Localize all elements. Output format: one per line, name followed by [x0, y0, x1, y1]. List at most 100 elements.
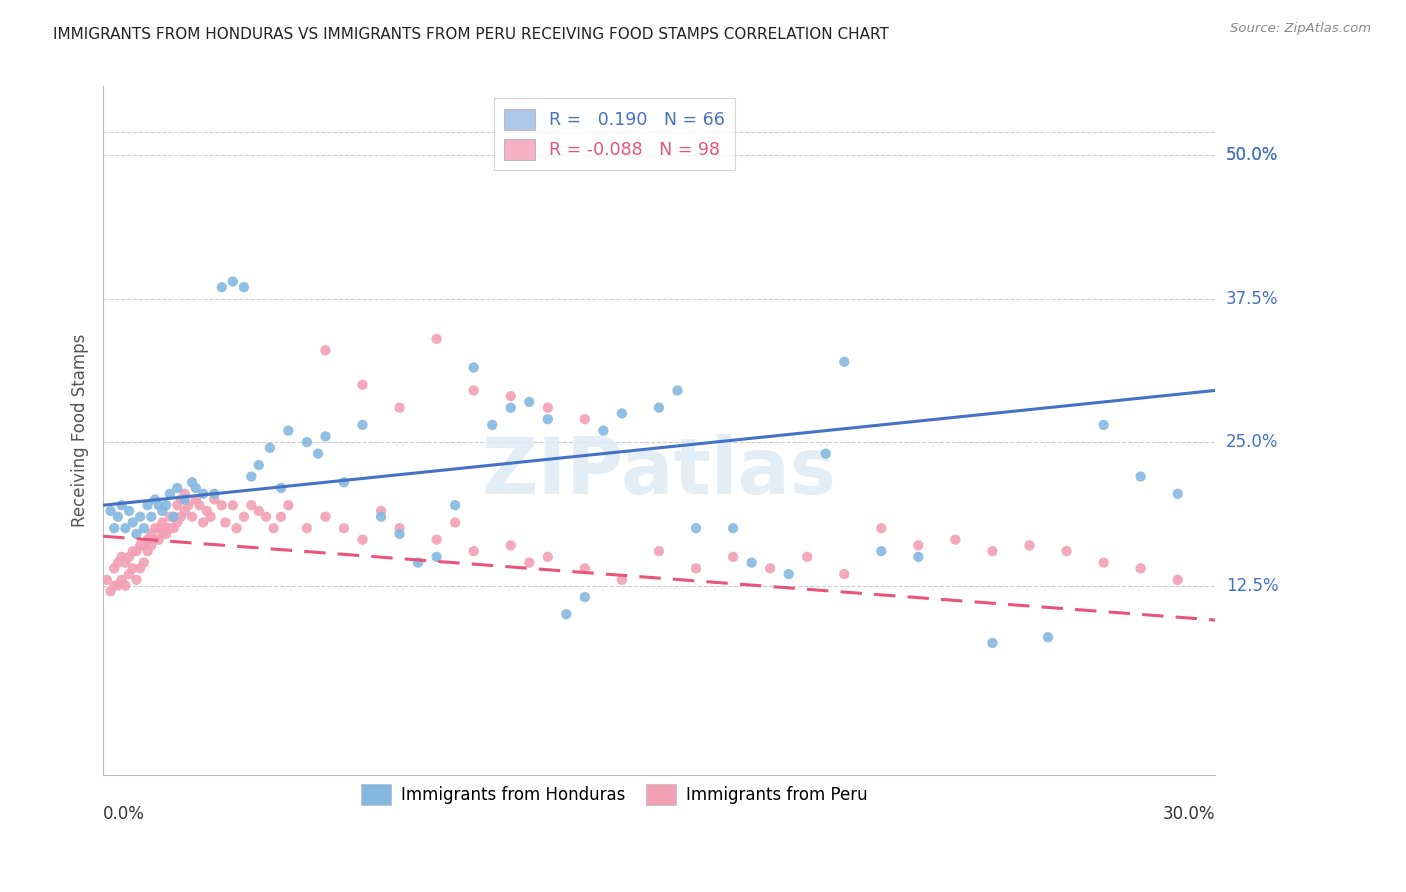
Point — [814, 447, 837, 461]
Point — [111, 573, 134, 587]
Point — [314, 343, 336, 358]
Point — [211, 498, 233, 512]
Point — [666, 384, 689, 398]
Point — [225, 521, 247, 535]
Point — [832, 567, 855, 582]
Point — [143, 533, 166, 547]
Point — [333, 521, 356, 535]
Point — [778, 567, 800, 582]
Point — [517, 395, 540, 409]
Point — [166, 498, 188, 512]
Text: Source: ZipAtlas.com: Source: ZipAtlas.com — [1230, 22, 1371, 36]
Point — [195, 504, 218, 518]
Point — [141, 509, 163, 524]
Point — [121, 544, 143, 558]
Point — [103, 561, 125, 575]
Point — [152, 516, 174, 530]
Point — [129, 509, 152, 524]
Point — [211, 280, 233, 294]
Point — [537, 549, 560, 564]
Text: 12.5%: 12.5% — [1226, 576, 1278, 595]
Point — [162, 509, 184, 524]
Point — [1167, 573, 1189, 587]
Point — [193, 487, 215, 501]
Point — [277, 424, 299, 438]
Point — [162, 521, 184, 535]
Point — [945, 533, 967, 547]
Point — [181, 475, 204, 490]
Point — [240, 498, 263, 512]
Text: 50.0%: 50.0% — [1226, 146, 1278, 164]
Point — [114, 521, 136, 535]
Point — [118, 504, 141, 518]
Point — [141, 538, 163, 552]
Point — [352, 533, 374, 547]
Point — [132, 521, 155, 535]
Point — [481, 417, 503, 432]
Point — [314, 509, 336, 524]
Point — [1036, 630, 1059, 644]
Point — [1092, 556, 1115, 570]
Point — [685, 561, 707, 575]
Point — [247, 458, 270, 472]
Point — [370, 504, 392, 518]
Point — [170, 509, 193, 524]
Y-axis label: Receiving Food Stamps: Receiving Food Stamps — [72, 334, 89, 527]
Text: 30.0%: 30.0% — [1163, 805, 1215, 823]
Point — [118, 567, 141, 582]
Point — [107, 509, 129, 524]
Point — [832, 355, 855, 369]
Point — [111, 549, 134, 564]
Point — [388, 401, 411, 415]
Point — [277, 498, 299, 512]
Point — [426, 533, 449, 547]
Point — [741, 556, 763, 570]
Point — [121, 561, 143, 575]
Point — [426, 549, 449, 564]
Point — [537, 401, 560, 415]
Point — [114, 556, 136, 570]
Point — [159, 521, 181, 535]
Point — [107, 578, 129, 592]
Point — [184, 481, 207, 495]
Point — [148, 533, 170, 547]
Point — [129, 538, 152, 552]
Point — [295, 521, 318, 535]
Point — [981, 636, 1004, 650]
Point — [125, 527, 148, 541]
Point — [96, 573, 118, 587]
Point — [184, 492, 207, 507]
Point — [155, 527, 177, 541]
Point — [143, 492, 166, 507]
Point — [148, 498, 170, 512]
Point — [136, 533, 159, 547]
Point — [1018, 538, 1040, 552]
Point — [574, 590, 596, 604]
Point — [333, 475, 356, 490]
Text: 0.0%: 0.0% — [103, 805, 145, 823]
Point — [592, 424, 614, 438]
Point — [202, 492, 225, 507]
Point — [1167, 487, 1189, 501]
Point — [173, 487, 195, 501]
Point — [444, 516, 467, 530]
Point — [388, 527, 411, 541]
Point — [155, 521, 177, 535]
Point — [181, 509, 204, 524]
Point — [159, 509, 181, 524]
Point — [114, 578, 136, 592]
Point — [270, 509, 292, 524]
Point — [240, 469, 263, 483]
Point — [152, 527, 174, 541]
Point — [125, 544, 148, 558]
Point — [121, 516, 143, 530]
Text: ZIPatlas: ZIPatlas — [481, 434, 837, 510]
Point — [555, 607, 578, 622]
Point — [721, 521, 744, 535]
Text: 25.0%: 25.0% — [1226, 434, 1278, 451]
Point — [574, 561, 596, 575]
Point — [177, 498, 200, 512]
Point — [132, 556, 155, 570]
Text: 50.0%: 50.0% — [1226, 146, 1278, 164]
Point — [426, 332, 449, 346]
